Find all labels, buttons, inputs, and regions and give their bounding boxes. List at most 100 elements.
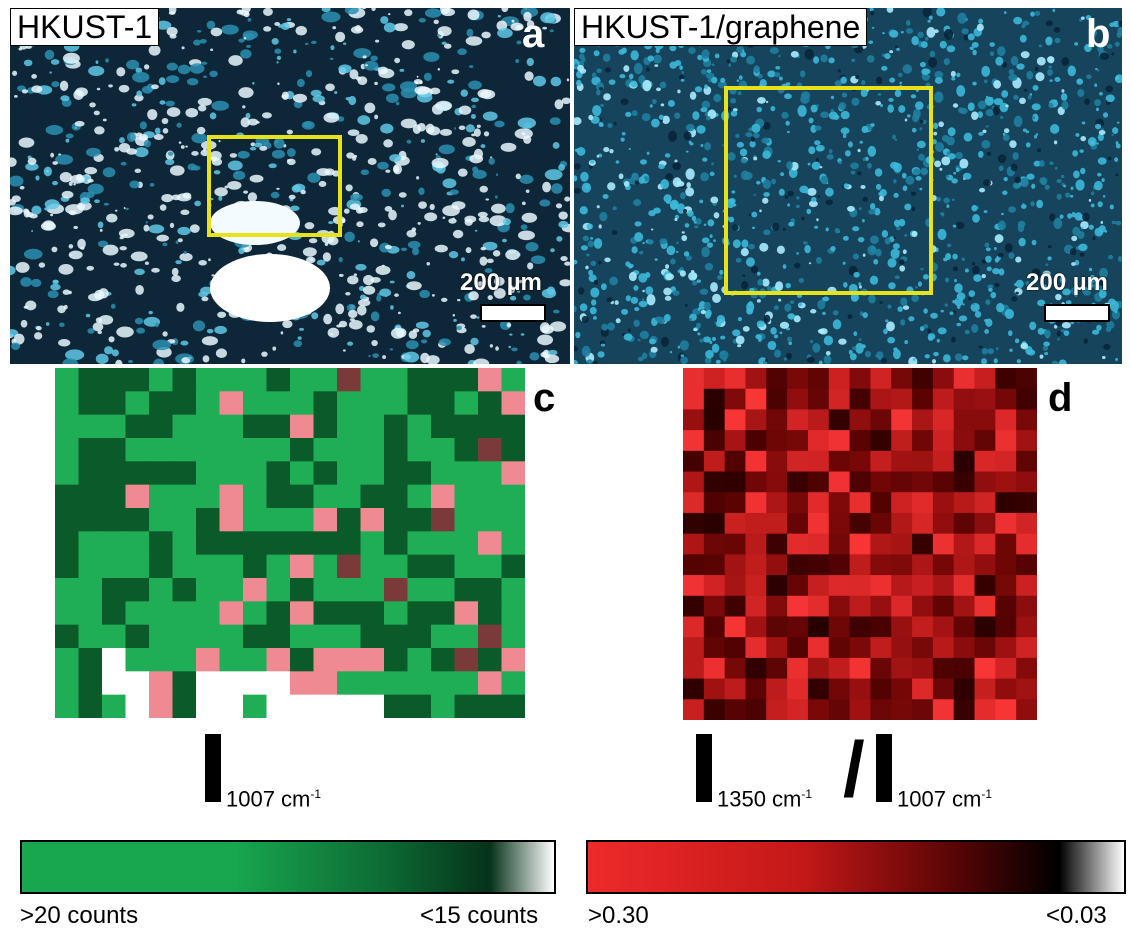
crystal-speckle [586, 359, 593, 364]
map-pixel [337, 554, 362, 579]
map-pixel [290, 648, 315, 672]
crystal-speckle [1056, 193, 1062, 200]
crystal-speckle [426, 262, 431, 266]
crystal-speckle [296, 78, 305, 88]
crystal-speckle [815, 157, 820, 162]
map-pixel [337, 391, 362, 416]
colorbar-green-max-label: <15 counts [420, 902, 539, 929]
crystal-speckle [187, 356, 192, 360]
crystal-speckle [917, 281, 923, 287]
crystal-speckle [1017, 223, 1025, 233]
crystal-speckle [385, 169, 391, 173]
crystal-speckle [993, 358, 998, 364]
crystal-speckle [51, 246, 58, 253]
map-pixel [703, 678, 726, 700]
crystal-speckle [663, 287, 672, 296]
crystal-speckle [127, 132, 136, 143]
crystal-speckle [818, 360, 823, 364]
crystal-speckle [238, 247, 245, 255]
crystal-speckle [558, 163, 565, 171]
map-pixel [849, 492, 872, 514]
crystal-speckle [161, 117, 169, 125]
crystal-speckle [882, 32, 885, 35]
map-pixel [243, 624, 268, 649]
crystal-speckle [596, 205, 600, 209]
crystal-speckle [40, 221, 56, 231]
crystal-speckle [1083, 338, 1088, 344]
crystal-speckle [1056, 179, 1062, 184]
crystal-speckle [822, 311, 826, 315]
crystal-speckle [581, 315, 589, 323]
crystal-speckle [981, 274, 986, 279]
crystal-speckle [934, 77, 943, 84]
crystal-speckle [312, 95, 325, 103]
crystal-speckle [893, 219, 901, 228]
crystal-speckle [1015, 279, 1024, 289]
crystal-speckle [920, 267, 924, 271]
map-pixel [1016, 368, 1037, 390]
crystal-speckle [956, 85, 966, 97]
crystal-speckle [263, 8, 273, 16]
map-pixel [290, 671, 315, 696]
panel-letter-d: d [1048, 376, 1073, 420]
crystal-speckle [332, 26, 337, 30]
crystal-speckle [1015, 291, 1019, 295]
crystal-speckle [350, 26, 364, 34]
crystal-speckle [631, 172, 639, 181]
map-pixel [196, 508, 221, 532]
crystal-speckle [590, 237, 594, 240]
crystal-speckle [414, 85, 430, 95]
crystal-speckle [549, 321, 567, 332]
crystal-speckle [74, 120, 85, 127]
map-pixel [953, 388, 976, 411]
map-pixel [1016, 430, 1037, 452]
crystal-speckle [987, 348, 995, 355]
map-pixel [102, 508, 127, 532]
crystal-speckle [561, 97, 570, 105]
crystal-speckle [1039, 354, 1044, 359]
crystal-speckle [922, 274, 929, 280]
crystal-speckle [141, 85, 153, 94]
crystal-speckle [108, 336, 115, 343]
crystal-speckle [964, 268, 969, 273]
crystal-speckle [1036, 199, 1044, 209]
crystal-speckle [321, 8, 331, 13]
map-pixel [219, 414, 244, 439]
map-pixel [932, 575, 955, 597]
crystal-speckle [633, 62, 643, 75]
crystal-speckle [596, 154, 600, 158]
crystal-speckle [487, 295, 493, 301]
crystal-speckle [822, 296, 830, 302]
crystal-speckle [201, 296, 209, 302]
map-pixel [766, 554, 788, 576]
crystal-speckle [1102, 355, 1106, 360]
crystal-speckle [889, 77, 896, 83]
crystal-speckle [1032, 85, 1039, 91]
crystal-speckle [976, 23, 984, 32]
crystal-speckle [353, 48, 372, 59]
crystal-speckle [148, 44, 161, 56]
crystal-speckle [145, 221, 149, 224]
crystal-speckle [1074, 294, 1078, 297]
crystal-speckle [756, 271, 761, 276]
map-pixel [703, 554, 726, 576]
crystal-speckle [1099, 52, 1110, 60]
crystal-speckle [114, 209, 118, 212]
map-pixel [807, 616, 830, 638]
map-pixel [703, 492, 726, 514]
crystal-speckle [972, 303, 975, 305]
map-pixel [313, 531, 338, 556]
map-pixel [196, 624, 221, 649]
crystal-speckle [377, 66, 389, 75]
crystal-speckle [241, 358, 246, 364]
crystal-speckle [482, 241, 498, 251]
crystal-speckle [579, 206, 588, 215]
crystal-speckle [38, 262, 46, 268]
map-pixel [102, 531, 127, 556]
crystal-speckle [844, 150, 851, 157]
map-pixel [407, 671, 432, 696]
crystal-speckle [1097, 45, 1104, 53]
crystal-speckle [630, 80, 638, 88]
map-pixel [360, 484, 385, 509]
crystal-speckle [518, 279, 523, 284]
